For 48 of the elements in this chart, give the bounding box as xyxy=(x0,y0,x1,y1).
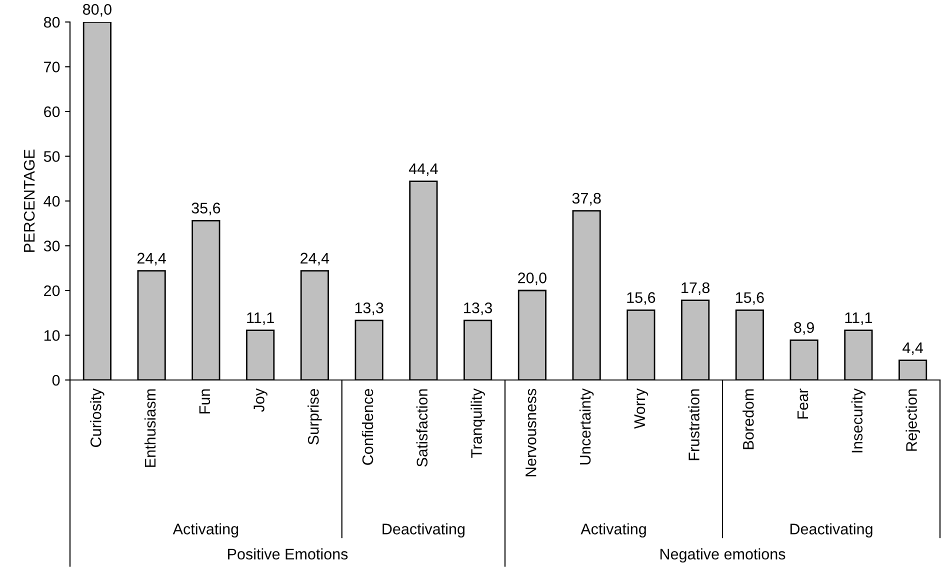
y-tick-label: 70 xyxy=(44,62,60,72)
y-axis-title: PERCENTAGE xyxy=(24,150,35,252)
y-tick-label: 10 xyxy=(44,330,60,341)
data-label: 17,8 xyxy=(682,282,710,295)
data-label: 44,4 xyxy=(408,163,438,176)
x-tick-label: Enthusiasm xyxy=(144,389,156,467)
x-tick-label: Uncertainty xyxy=(579,388,594,464)
x-tick-label: Satisfaction xyxy=(416,389,428,467)
text: Activating xyxy=(172,523,238,538)
text: Deactivating xyxy=(790,523,872,538)
y-tick-label: 0 xyxy=(52,374,60,386)
x-tick-label: Joy xyxy=(254,388,268,412)
x-tick-label: Tranquility xyxy=(470,388,485,458)
data-label: 24,4 xyxy=(300,252,330,266)
x-tick-label: Fun xyxy=(199,389,210,414)
text: Negative emotions xyxy=(660,548,786,563)
y-tick-label: 30 xyxy=(44,240,60,252)
x-tick-label: Boredom xyxy=(742,389,754,450)
text: Positive Emotions xyxy=(228,548,348,560)
x-tick-label: Rejection xyxy=(906,389,920,451)
data-label: 20,0 xyxy=(518,272,546,286)
x-tick-label: Worry xyxy=(634,388,648,429)
data-label: 35,6 xyxy=(192,202,220,216)
y-tick-label: 50 xyxy=(44,151,60,162)
x-tick-label: Nervousness xyxy=(526,388,536,476)
x-tick-label: Confidence xyxy=(362,389,374,465)
data-label: 11,1 xyxy=(247,312,274,325)
data-label: 13,3 xyxy=(464,302,492,316)
y-tick-label: 80 xyxy=(44,16,60,28)
y-tick-label: 40 xyxy=(44,196,60,207)
x-tick-label: Fear xyxy=(798,388,808,418)
data-label: 15,6 xyxy=(627,292,656,305)
text: Activating xyxy=(580,523,646,538)
data-label: 15,6 xyxy=(736,292,764,305)
data-label: 4,4 xyxy=(902,342,923,355)
y-tick-label: 60 xyxy=(44,106,60,118)
data-label: 24,4 xyxy=(137,252,166,266)
x-tick-label: Frustration xyxy=(688,389,700,460)
x-tick-label: Curiosity xyxy=(90,388,104,447)
data-label: 8,9 xyxy=(794,322,814,335)
data-label: 37,8 xyxy=(572,192,601,206)
data-label: 13,3 xyxy=(355,302,384,316)
x-tick-label: Insecurity xyxy=(851,388,866,452)
data-label: 80,0 xyxy=(82,4,112,17)
data-label: 11,1 xyxy=(845,312,872,325)
x-tick-label: Surprise xyxy=(308,389,322,445)
text: Deactivating xyxy=(382,523,464,538)
y-tick-label: 20 xyxy=(44,285,60,296)
